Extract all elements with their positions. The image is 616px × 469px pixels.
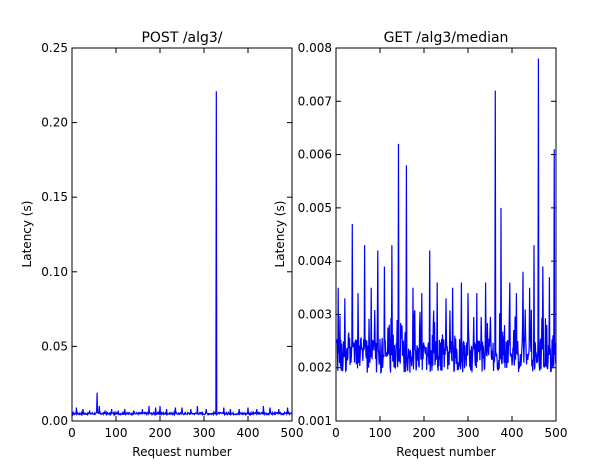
latency-line bbox=[71, 91, 293, 417]
x-tick-label: 400 bbox=[237, 426, 260, 440]
y-tick-label: 0.006 bbox=[298, 148, 332, 162]
x-tick-label: 200 bbox=[149, 426, 172, 440]
x-tick-label: 300 bbox=[457, 426, 480, 440]
y-tick-label: 0.00 bbox=[41, 414, 68, 428]
x-tick-label: 400 bbox=[501, 426, 524, 440]
y-tick-label: 0.10 bbox=[41, 265, 68, 279]
x-tick-label: 100 bbox=[105, 426, 128, 440]
y-tick-label: 0.005 bbox=[298, 201, 332, 215]
y-tick-label: 0.007 bbox=[298, 94, 332, 108]
y-tick-label: 0.05 bbox=[41, 339, 68, 353]
x-tick-label: 0 bbox=[332, 426, 340, 440]
x-tick-label: 500 bbox=[281, 426, 304, 440]
y-tick-label: 0.008 bbox=[298, 41, 332, 55]
y-tick-label: 0.004 bbox=[298, 254, 332, 268]
y-tick-label: 0.20 bbox=[41, 116, 68, 130]
y-tick-label: 0.002 bbox=[298, 361, 332, 375]
tick-group: 0 100 200 300 400 500 0.001 0.002 0.003 0.004 0.00… bbox=[298, 41, 568, 440]
chart-title: POST /alg3/ bbox=[141, 30, 222, 46]
x-tick-label: 300 bbox=[193, 426, 216, 440]
tick-group: 0 100 200 300 400 500 0.00 0.05 0.10 0.15 0.20 0.25 bbox=[41, 41, 303, 440]
chart-post-alg3: POST /alg3/ 0 100 200 300 400 500 0.00 0.05 0.10… bbox=[20, 30, 303, 459]
chart-get-alg3-median: GET /alg3/median 0 100 200 300 400 5000.0010.… bbox=[273, 30, 567, 459]
y-axis-label: Latency (s) bbox=[20, 201, 34, 268]
plot-frame bbox=[71, 47, 293, 422]
y-tick-label: 0.003 bbox=[298, 307, 332, 321]
latency-line bbox=[335, 58, 557, 375]
x-tick-label: 0 bbox=[68, 426, 76, 440]
x-axis-label: Request number bbox=[396, 445, 495, 459]
y-tick-label: 0.001 bbox=[298, 414, 332, 428]
y-tick-label: 0.15 bbox=[41, 190, 68, 204]
x-tick-label: 100 bbox=[369, 426, 392, 440]
x-tick-label: 500 bbox=[545, 426, 568, 440]
y-axis-label: Latency (s) bbox=[273, 201, 287, 268]
x-tick-label: 200 bbox=[413, 426, 436, 440]
x-axis-label: Request number bbox=[132, 445, 231, 459]
y-tick-label: 0.25 bbox=[41, 41, 68, 55]
chart-title: GET /alg3/median bbox=[384, 30, 509, 46]
plot-frame bbox=[335, 47, 557, 422]
